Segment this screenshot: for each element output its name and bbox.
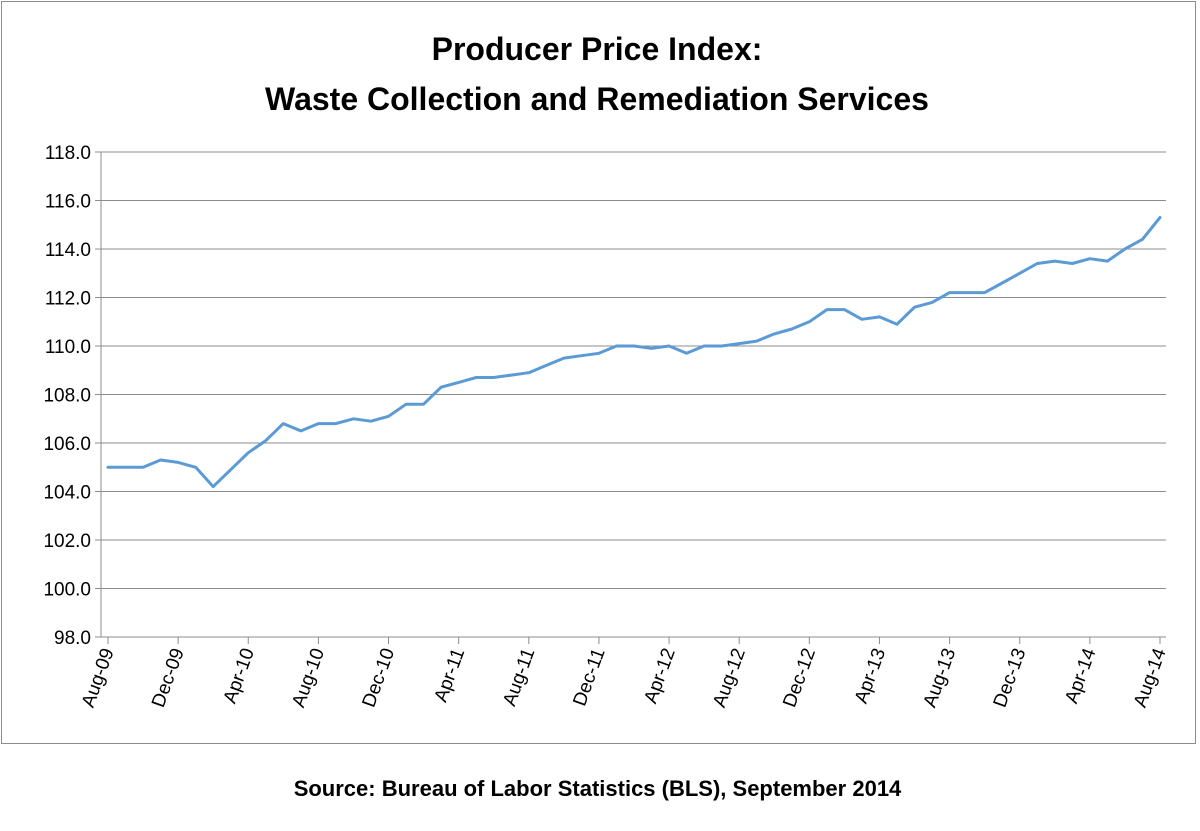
data-point — [1158, 216, 1162, 219]
x-tick-label: Apr-14 — [1061, 645, 1100, 706]
data-point — [106, 466, 110, 469]
data-point — [124, 466, 127, 469]
data-point — [1036, 262, 1039, 265]
data-point — [1053, 259, 1057, 263]
data-point — [895, 322, 899, 326]
y-tick-label: 106.0 — [43, 434, 91, 455]
x-tick-label: Aug-09 — [78, 646, 119, 711]
x-tick-label: Aug-14 — [1130, 645, 1171, 710]
data-point — [334, 422, 338, 425]
chart-frame: Producer Price Index: Waste Collection a… — [1, 1, 1196, 744]
y-tick-label: 112.0 — [45, 289, 91, 310]
data-point — [510, 373, 513, 377]
data-point — [212, 485, 215, 488]
data-point — [913, 306, 916, 309]
line-chart: Producer Price Index: Waste Collection a… — [43, 31, 1171, 710]
data-point — [1071, 262, 1074, 265]
data-point — [702, 344, 706, 348]
data-point — [387, 415, 390, 418]
y-tick-label: 100.0 — [43, 580, 91, 601]
x-tick-label: Aug-13 — [920, 646, 961, 711]
data-point — [299, 429, 303, 433]
data-point — [457, 381, 460, 384]
data-point — [790, 327, 793, 331]
data-point — [475, 376, 478, 379]
data-point — [369, 419, 373, 423]
y-tick-label: 104.0 — [43, 483, 91, 504]
x-tick-label: Dec-12 — [779, 646, 820, 711]
data-point — [983, 291, 986, 294]
data-point — [194, 466, 197, 469]
data-point — [860, 318, 864, 321]
data-point — [422, 403, 425, 406]
data-point — [930, 301, 934, 304]
data-point — [1001, 281, 1004, 285]
data-point — [247, 451, 250, 454]
data-point — [808, 320, 811, 323]
data-point — [352, 417, 355, 420]
data-point — [825, 308, 829, 311]
data-point — [404, 403, 408, 406]
data-point — [597, 352, 601, 355]
data-point — [878, 315, 881, 319]
series-line — [106, 216, 1162, 489]
data-point — [141, 466, 145, 469]
data-point — [755, 339, 758, 343]
chart-title: Producer Price Index: Waste Collection a… — [265, 31, 929, 117]
y-tick-label: 118.0 — [45, 143, 91, 164]
data-point — [282, 422, 285, 425]
x-tick-label: Aug-11 — [499, 646, 539, 709]
gridlines — [101, 151, 1166, 638]
x-tick-label: Apr-12 — [641, 646, 680, 707]
x-tick-label: Dec-10 — [359, 646, 400, 711]
data-point — [562, 356, 566, 360]
data-point — [843, 308, 846, 311]
data-point — [1141, 238, 1144, 241]
chart-title-line-2: Waste Collection and Remediation Service… — [265, 81, 929, 117]
data-point — [317, 422, 320, 425]
y-tick-label: 114.0 — [45, 240, 91, 261]
x-tick-label: Dec-13 — [990, 646, 1031, 711]
y-tick-label: 110.0 — [45, 337, 91, 358]
data-point — [439, 386, 443, 389]
data-point — [720, 344, 723, 348]
data-point — [264, 439, 267, 442]
y-tick-label: 98.0 — [54, 628, 91, 649]
x-tick-label: Apr-10 — [220, 646, 259, 707]
data-point — [738, 342, 741, 345]
y-tick-label: 102.0 — [43, 531, 91, 552]
x-tick-label: Aug-12 — [709, 646, 750, 711]
data-point — [685, 352, 688, 355]
x-tick-label: Dec-09 — [148, 646, 189, 711]
data-point — [650, 347, 653, 350]
data-point — [667, 344, 671, 348]
x-tick-label: Dec-11 — [569, 646, 609, 709]
data-point — [492, 376, 495, 379]
data-point — [773, 332, 776, 336]
x-axis: Aug-09 Dec-09 Apr-10 Aug-10 Dec-10 Apr-11 Aug-… — [78, 637, 1171, 710]
y-tick-label: 108.0 — [43, 386, 91, 407]
chart-title-line-1: Producer Price Index: — [432, 31, 763, 67]
series-ppi — [106, 216, 1162, 489]
data-point — [1106, 259, 1109, 263]
data-point — [229, 468, 232, 471]
x-tick-label: Apr-11 — [431, 646, 470, 705]
data-point — [948, 291, 951, 294]
data-point — [615, 344, 618, 348]
data-point — [1123, 247, 1127, 251]
x-tick-label: Aug-10 — [288, 646, 329, 711]
data-point — [1088, 257, 1092, 260]
y-tick-label: 116.0 — [45, 192, 91, 213]
data-point — [527, 371, 530, 374]
data-point — [580, 354, 583, 357]
x-tick-label: Apr-13 — [851, 646, 890, 707]
y-axis: 98.0 100.0 102.0 104.0 106.0 108.0 110.0 112.0 1… — [43, 143, 102, 649]
data-point — [965, 291, 969, 294]
data-point — [1018, 272, 1021, 275]
data-point — [159, 458, 162, 462]
data-point — [176, 461, 180, 464]
data-point — [545, 364, 548, 367]
data-point — [632, 344, 636, 348]
source-note: Source: Bureau of Labor Statistics (BLS)… — [293, 776, 902, 801]
